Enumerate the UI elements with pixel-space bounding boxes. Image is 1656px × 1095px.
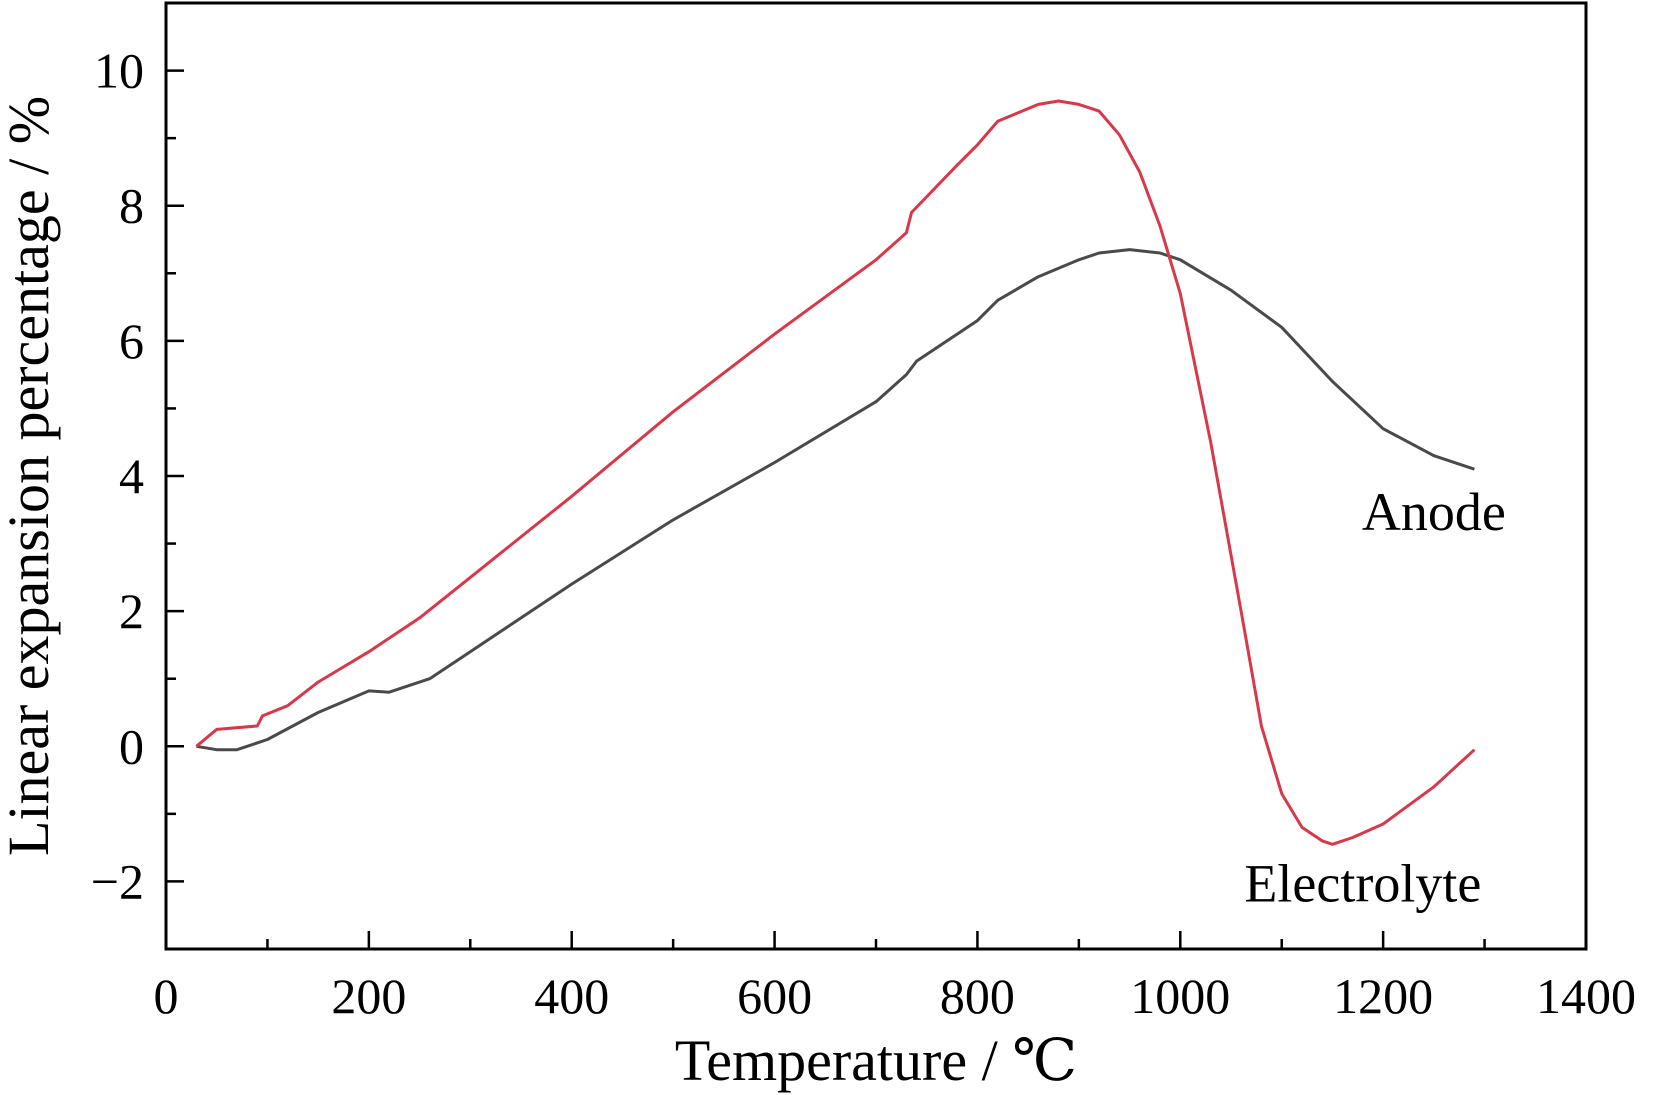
- series-label-anode: Anode: [1362, 482, 1506, 542]
- x-tick-label: 200: [331, 968, 406, 1024]
- x-tick-label: 800: [940, 968, 1015, 1024]
- y-tick-label: 0: [119, 718, 144, 774]
- x-tick-label: 600: [737, 968, 812, 1024]
- y-tick-label: 10: [94, 43, 144, 99]
- y-tick-label: 2: [119, 583, 144, 639]
- y-tick-label: 4: [119, 448, 144, 504]
- plot-frame: [164, 1, 1588, 951]
- y-tick-label: 6: [119, 313, 144, 369]
- x-tick-label: 1400: [1536, 968, 1636, 1024]
- series-line-electrolyte: [195, 99, 1476, 846]
- x-axis-title: Temperature / ℃: [675, 1028, 1077, 1093]
- series-lines: [195, 99, 1476, 846]
- series-labels: Anode Electrolyte: [1244, 482, 1505, 914]
- x-tick-label: 1000: [1130, 968, 1230, 1024]
- y-tick-label: −2: [91, 853, 144, 909]
- series-line-anode: [196, 248, 1475, 752]
- x-axis-ticks: 0 200 400 600 800 1000 1200 1400: [154, 931, 1636, 1024]
- y-axis-title: Linear expansion percentage / %: [0, 96, 61, 856]
- x-tick-label: 1200: [1333, 968, 1433, 1024]
- x-tick-label: 400: [534, 968, 609, 1024]
- y-tick-label: 8: [119, 178, 144, 234]
- y-axis-ticks: −2 0 2 4 6 8 10: [91, 1, 184, 951]
- x-tick-label: 0: [154, 968, 179, 1024]
- series-label-electrolyte: Electrolyte: [1244, 853, 1481, 913]
